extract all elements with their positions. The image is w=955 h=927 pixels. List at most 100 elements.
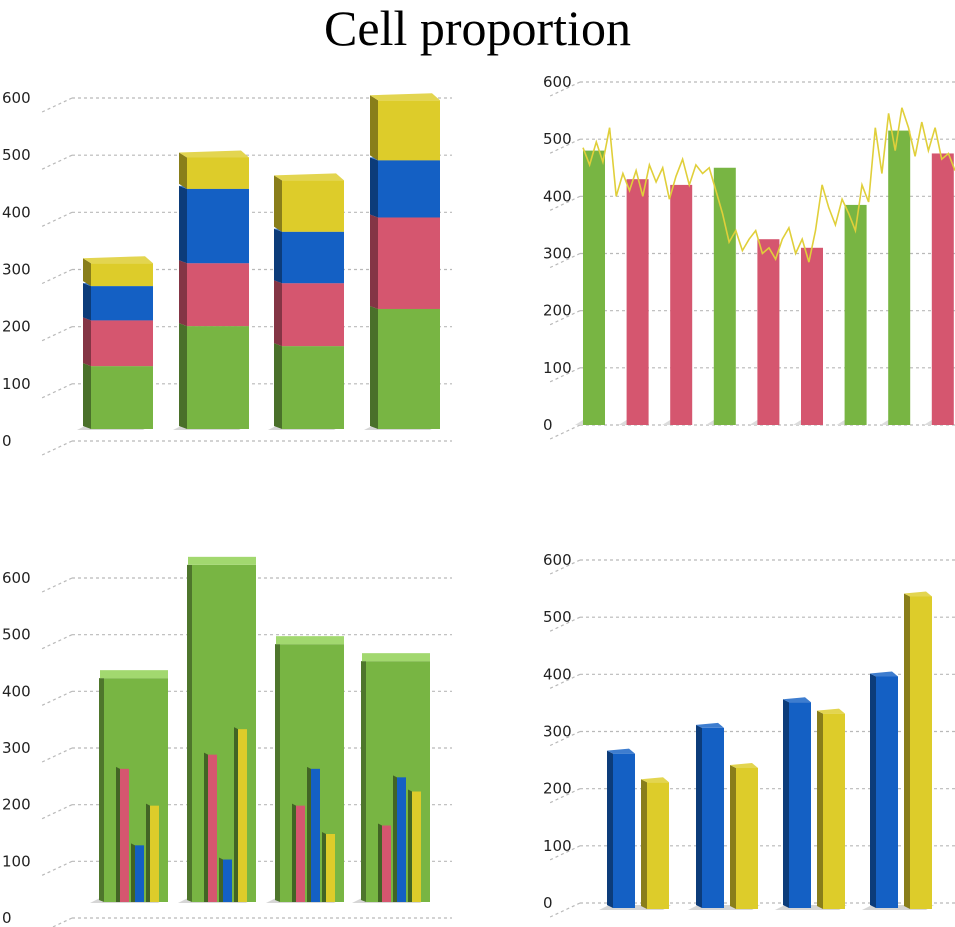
stack-segment-4-1 [370,303,440,429]
inner-bar-side [307,766,311,902]
pair-1-yellow-side [641,779,647,909]
stack-segment-2-3-side [179,185,187,264]
pair-1-blue-face [613,753,635,908]
stack-segment-4-4-top [370,93,440,101]
stack-segment-1-3 [83,281,153,321]
y-tick-label: 600 [543,73,572,91]
gridline-perspective [39,154,73,171]
stack-segment-4-1-side [370,305,378,429]
column-top [276,636,344,645]
stack-segment-4-1-face [378,308,440,429]
stack-segment-1-2 [83,315,153,367]
y-tick-label: 200 [543,302,572,320]
stack-segment-1-2-face [91,320,153,367]
axis-group-3: 0 100 200 300 400 500 600 [2,569,452,927]
pair-3-yellow-top [817,708,845,714]
column-side [99,678,104,902]
pair-4-blue [870,671,898,908]
stack-segment-1-4-top [83,256,153,264]
y-tick-label: 200 [2,796,31,814]
stack-segment-3-4-top [274,173,344,181]
stack-segment-4-4-side [370,95,378,161]
stack-segment-1-4-side [83,258,91,287]
pair-4-blue-top [870,671,898,677]
chart-4-bars [599,591,934,910]
inner-bar-side [219,857,223,902]
y-tick-label: 300 [543,723,572,741]
y-tick-label: 500 [543,130,572,148]
column-1 [99,670,168,902]
stack-segment-1-4 [83,256,153,287]
stack-segment-3-1 [274,341,344,429]
gridline-perspective [39,634,73,651]
stack-segment-4-4 [370,93,440,161]
gridline-perspective [39,804,73,821]
stack-segment-2-2 [179,258,249,327]
stack-segment-1-3-side [83,283,91,321]
chart-title: Cell proportion [324,0,631,56]
stack-segment-4-2-side [370,214,378,309]
inner-bar-yellow [150,805,159,902]
y-tick-label: 100 [543,359,572,377]
pair-2-blue-top [696,722,724,728]
chart-1-bars [77,93,440,430]
inner-bar-side [131,843,135,902]
inner-bar-pink [296,805,305,902]
column-3 [275,636,344,902]
gridline-perspective [39,268,73,286]
pair-3-blue [783,697,811,908]
column-side [275,644,280,902]
pair-4-blue-side [870,673,876,908]
gridline-perspective [39,326,73,343]
stack-segment-2-2-side [179,260,187,327]
pair-4-yellow [904,591,932,909]
pair-2-blue-face [702,727,724,908]
axis-group-4: 0 100 200 300 400 500 600 [543,551,955,919]
stack-segment-3-3 [274,226,344,284]
bar-5 [757,239,780,425]
column-top [100,670,168,679]
column-4 [361,653,430,902]
stack-segment-4-4-face [378,100,440,161]
stack-segment-2-1-side [179,323,187,429]
gridline-perspective [51,917,73,927]
column-top [188,556,256,565]
stack-segment-2-2-face [187,263,249,327]
pair-4-yellow-side [904,593,910,909]
inner-bar-side [292,803,296,902]
stack-segment-1-4-face [91,263,153,287]
bar-4 [713,167,736,425]
bar-7 [844,204,867,425]
pair-3-yellow-side [817,710,823,909]
inner-bar-side [116,766,120,902]
y-tick-label: 600 [2,569,31,587]
stack-segment-3-1-face [282,346,344,429]
bar-8 [888,130,911,425]
pair-1-yellow-face [647,782,669,909]
y-tick-label: 400 [543,665,572,683]
inner-bar-pink [120,768,129,902]
pair-1-blue-top [607,748,635,754]
stack-segment-4-2-face [378,217,440,309]
stack-segment-2-3 [179,183,249,264]
y-tick-label: 300 [2,739,31,757]
chart-2-bars [575,107,955,426]
pair-1-yellow [641,777,669,909]
stack-segment-1-1-side [83,363,91,429]
inner-bar-side [204,752,208,902]
pair-3-blue-face [789,702,811,908]
y-tick-label: 100 [2,852,31,870]
gridline-perspective [547,902,581,919]
y-tick-label: 400 [2,203,31,221]
y-tick-label: 200 [543,780,572,798]
stack-segment-3-4 [274,173,344,232]
stack-segment-1-3-face [91,286,153,321]
stack-segment-2-4-side [179,152,187,189]
stack-segment-3-2-face [282,283,344,347]
gridline-perspective [39,440,73,457]
stack-segment-4-2 [370,212,440,309]
y-tick-label: 300 [2,261,31,279]
stack-segment-2-1-face [187,326,249,429]
bar-2 [626,179,649,425]
stack-segment-4-3-face [378,160,440,218]
